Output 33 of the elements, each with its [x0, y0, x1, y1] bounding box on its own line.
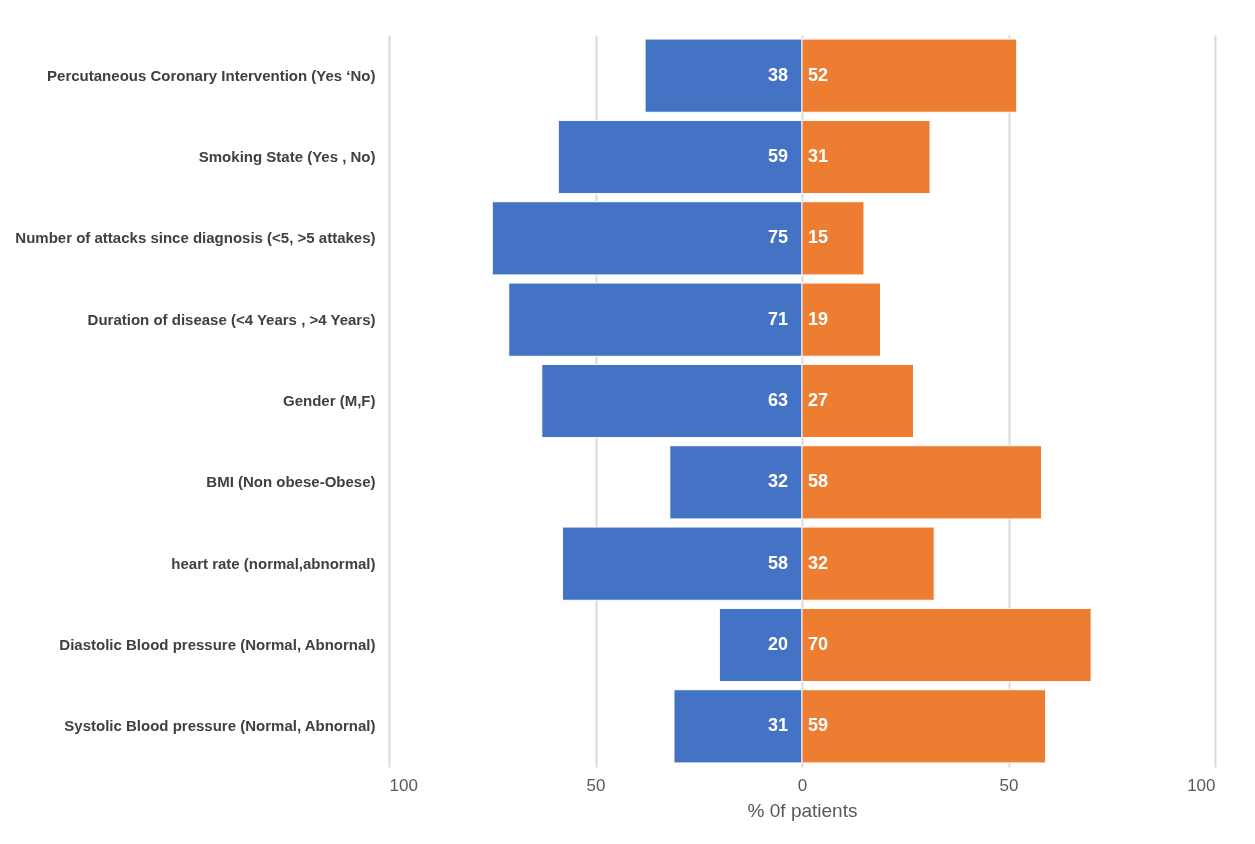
data-label: 71: [767, 308, 788, 329]
data-label: 32: [808, 552, 829, 573]
y-tick-label: Gender (M,F): [283, 392, 376, 409]
data-label: 20: [767, 634, 788, 654]
x-tick-label: 100: [389, 775, 418, 795]
data-label: 31: [808, 146, 829, 166]
data-label: 63: [767, 390, 788, 410]
x-tick-label: 0: [797, 775, 808, 795]
data-label: 59: [808, 715, 829, 736]
y-tick-label: Systolic Blood pressure (Normal, Abnornal): [64, 717, 376, 735]
data-label: 15: [808, 227, 829, 248]
data-label: 38: [767, 64, 788, 85]
data-label: 70: [808, 634, 829, 654]
data-label: 59: [767, 146, 788, 166]
y-tick-label: Percutaneous Coronary Intervention (Yes ‘No): [47, 66, 376, 84]
data-label: 27: [808, 390, 829, 410]
data-label: 58: [808, 471, 829, 492]
data-label: 19: [808, 308, 829, 329]
data-label: 52: [808, 64, 829, 85]
data-label: 75: [767, 227, 788, 248]
y-tick-label: Diastolic Blood pressure (Normal, Abnornal): [59, 636, 376, 653]
data-label: 58: [767, 552, 788, 573]
x-tick-label: 50: [999, 775, 1019, 795]
x-tick-label: 100: [1187, 775, 1216, 795]
y-tick-label: Smoking State (Yes , No): [198, 148, 376, 165]
y-tick-label: Number of attacks since diagnosis (<5, >5 attakes): [15, 229, 376, 247]
data-label: 32: [767, 471, 788, 492]
data-label: 31: [767, 715, 788, 736]
y-tick-label: heart rate (normal,abnormal): [171, 554, 376, 572]
x-tick-label: 50: [586, 775, 606, 795]
y-tick-label: BMI (Non obese-Obese): [206, 473, 376, 491]
x-axis-title: % 0f patients: [747, 799, 858, 821]
y-tick-label: Duration of disease (<4 Years , >4 Years): [87, 310, 376, 328]
